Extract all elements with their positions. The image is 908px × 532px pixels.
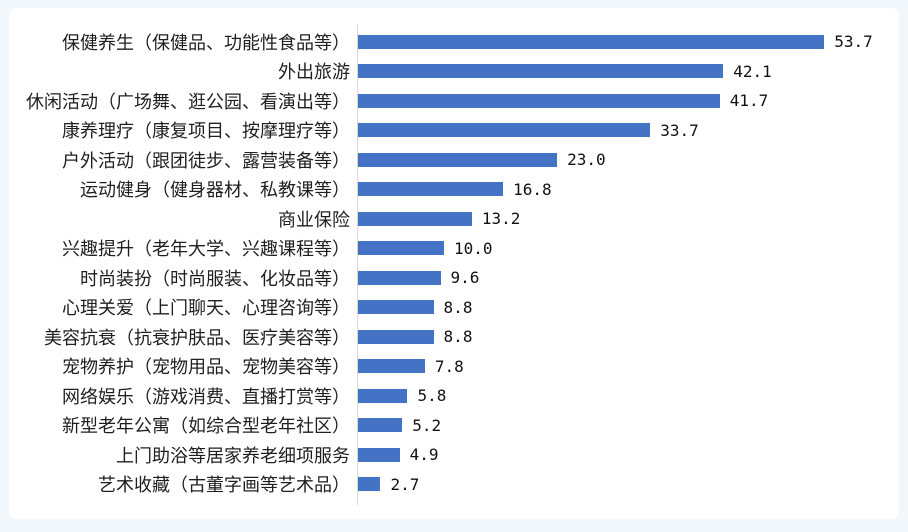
bar: [357, 241, 444, 256]
chart-row: 美容抗衰（抗衰护肤品、医疗美容等） 8.8: [9, 322, 899, 352]
chart-row: 艺术收藏（古董字画等艺术品） 2.7: [9, 470, 899, 500]
value-label: 13.2: [481, 209, 521, 229]
plot-area: 10.0: [357, 234, 899, 264]
plot-area: 8.8: [357, 293, 899, 323]
value-label: 41.7: [729, 91, 769, 111]
value-label: 5.2: [412, 415, 442, 435]
category-label: 新型老年公寓（如综合型老年社区）: [62, 416, 350, 438]
chart-row: 保健养生（保健品、功能性食品等） 53.7: [9, 27, 899, 57]
value-label: 33.7: [660, 120, 699, 140]
category-label: 美容抗衰（抗衰护肤品、医疗美容等）: [44, 327, 350, 349]
bar: [357, 418, 403, 433]
bar: [357, 359, 425, 374]
bar: [357, 477, 381, 492]
category-label: 心理关爱（上门聊天、心理咨询等）: [62, 298, 350, 320]
plot-area: 53.7: [357, 27, 899, 57]
category-label: 运动健身（健身器材、私教课等）: [80, 180, 350, 202]
plot-area: 13.2: [357, 204, 899, 234]
chart-row: 时尚装扮（时尚服装、化妆品等） 9.6: [9, 263, 899, 293]
category-label: 休闲活动（广场舞、逛公园、看演出等）: [26, 91, 350, 113]
chart-row: 心理关爱（上门聊天、心理咨询等） 8.8: [9, 293, 899, 323]
value-label: 4.9: [409, 445, 439, 465]
category-label: 康养理疗（康复项目、按摩理疗等）: [62, 121, 350, 143]
bar: [357, 123, 651, 138]
plot-area: 23.0: [357, 145, 899, 175]
chart-row: 宠物养护（宠物用品、宠物美容等） 7.8: [9, 352, 899, 382]
category-label: 兴趣提升（老年大学、兴趣课程等）: [62, 239, 350, 261]
bar: [357, 182, 504, 197]
value-label: 9.6: [450, 268, 480, 288]
chart-row: 兴趣提升（老年大学、兴趣课程等） 10.0: [9, 234, 899, 264]
category-label: 宠物养护（宠物用品、宠物美容等）: [62, 357, 350, 379]
chart-row: 运动健身（健身器材、私教课等） 16.8: [9, 175, 899, 205]
plot-area: 4.9: [357, 440, 899, 470]
value-label: 2.7: [390, 474, 420, 494]
value-label: 10.0: [454, 238, 493, 258]
value-label: 8.8: [443, 297, 473, 317]
value-label: 5.8: [417, 386, 447, 406]
bar: [357, 300, 434, 315]
value-label: 53.7: [834, 32, 873, 52]
chart-card: 保健养生（保健品、功能性食品等） 53.7 外出旅游 42.1 休闲活动（广场舞、逛公园…: [9, 8, 899, 519]
value-label: 42.1: [733, 61, 772, 81]
plot-area: 5.8: [357, 381, 899, 411]
category-label: 户外活动（跟团徒步、露营装备等）: [62, 150, 350, 172]
plot-area: 33.7: [357, 116, 899, 146]
plot-area: 2.7: [357, 470, 899, 500]
bar: [357, 64, 724, 79]
bar: [357, 93, 720, 108]
bar: [357, 447, 400, 462]
plot-area: 41.7: [357, 86, 899, 116]
plot-area: 9.6: [357, 263, 899, 293]
category-label: 保健养生（保健品、功能性食品等）: [62, 32, 350, 54]
bar-chart: 保健养生（保健品、功能性食品等） 53.7 外出旅游 42.1 休闲活动（广场舞、逛公园…: [9, 8, 899, 519]
category-label: 艺术收藏（古董字画等艺术品）: [98, 475, 350, 497]
category-label: 商业保险: [278, 209, 350, 231]
bar: [357, 270, 441, 285]
value-label: 8.8: [443, 327, 473, 347]
value-label: 23.0: [567, 150, 606, 170]
plot-area: 16.8: [357, 175, 899, 205]
plot-area: 8.8: [357, 322, 899, 352]
chart-row: 外出旅游 42.1: [9, 57, 899, 87]
chart-row: 康养理疗（康复项目、按摩理疗等） 33.7: [9, 116, 899, 146]
chart-row: 户外活动（跟团徒步、露营装备等） 23.0: [9, 145, 899, 175]
bar: [357, 211, 472, 226]
category-label: 外出旅游: [278, 62, 350, 84]
category-label: 上门助浴等居家养老细项服务: [116, 445, 350, 467]
category-label: 网络娱乐（游戏消费、直播打赏等）: [62, 386, 350, 408]
bar: [357, 388, 408, 403]
chart-row: 新型老年公寓（如综合型老年社区） 5.2: [9, 411, 899, 441]
chart-row: 上门助浴等居家养老细项服务 4.9: [9, 440, 899, 470]
bar: [357, 34, 825, 49]
plot-area: 42.1: [357, 57, 899, 87]
chart-row: 休闲活动（广场舞、逛公园、看演出等） 41.7: [9, 86, 899, 116]
plot-area: 5.2: [357, 411, 899, 441]
category-label: 时尚装扮（时尚服装、化妆品等）: [80, 268, 350, 290]
plot-area: 7.8: [357, 352, 899, 382]
bar: [357, 152, 558, 167]
bar: [357, 329, 434, 344]
value-label: 16.8: [513, 179, 552, 199]
chart-row: 商业保险 13.2: [9, 204, 899, 234]
value-label: 7.8: [434, 356, 464, 376]
y-axis-line: [357, 24, 358, 505]
chart-row: 网络娱乐（游戏消费、直播打赏等） 5.8: [9, 381, 899, 411]
